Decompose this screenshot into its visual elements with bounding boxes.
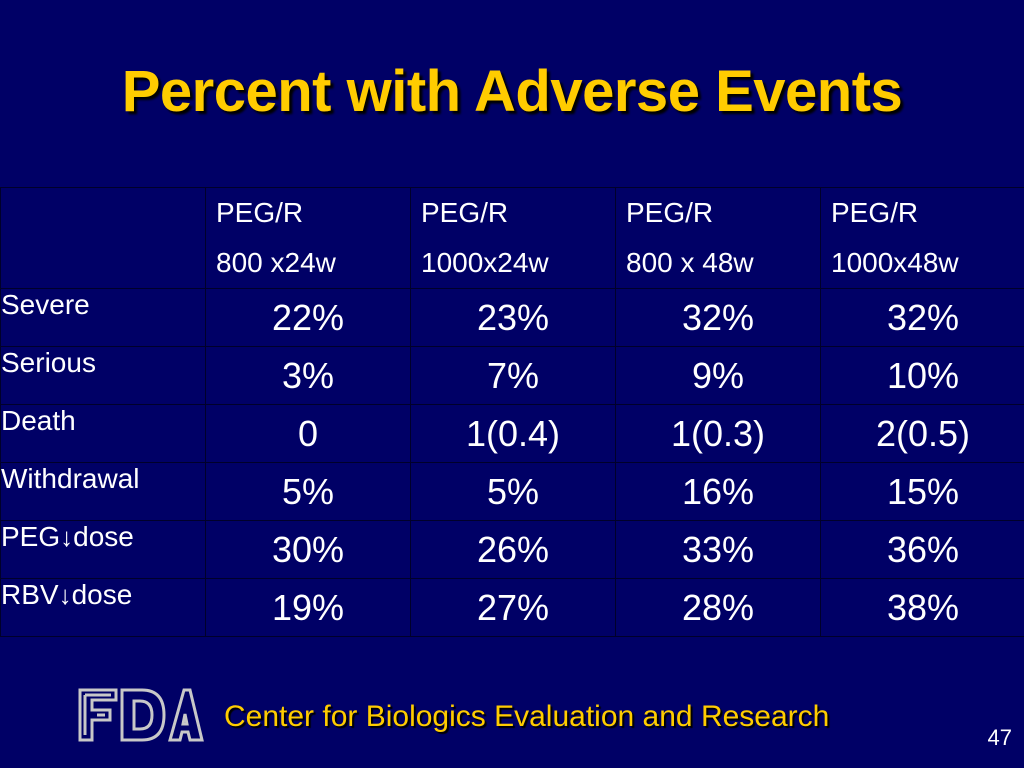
row-label: Severe	[0, 288, 206, 347]
row-label: Withdrawal	[0, 462, 206, 521]
table-cell: 22%	[205, 288, 411, 347]
column-header: PEG/R 1000x48w	[820, 187, 1024, 289]
table-cell: 2(0.5)	[820, 404, 1024, 463]
table-cell: 27%	[410, 578, 616, 637]
down-arrow-icon: ↓	[60, 522, 74, 552]
table-header-row: PEG/R 800 x24w PEG/R 1000x24w PEG/R 800 …	[0, 187, 1024, 289]
fda-logo	[76, 686, 204, 749]
table-cell: 32%	[820, 288, 1024, 347]
header-corner-cell	[0, 187, 206, 289]
table-cell: 28%	[615, 578, 821, 637]
slide-title: Percent with Adverse Events	[121, 59, 903, 124]
footer-text: Center for Biologics Evaluation and Rese…	[224, 700, 830, 733]
table-cell: 15%	[820, 462, 1024, 521]
table-cell: 0	[205, 404, 411, 463]
row-label: Death	[0, 404, 206, 463]
table-cell: 1(0.3)	[615, 404, 821, 463]
fda-logo-icon	[78, 688, 204, 742]
table-cell: 38%	[820, 578, 1024, 637]
row-label: RBV↓dose	[0, 578, 206, 637]
column-header: PEG/R 800 x24w	[205, 187, 411, 289]
table-cell: 26%	[410, 520, 616, 579]
table-cell: 7%	[410, 346, 616, 405]
table-cell: 30%	[205, 520, 411, 579]
table-row: Withdrawal 5% 5% 16% 15%	[0, 462, 1024, 521]
table-cell: 23%	[410, 288, 616, 347]
table-row: PEG↓dose 30% 26% 33% 36%	[0, 520, 1024, 579]
table-cell: 36%	[820, 520, 1024, 579]
row-label: PEG↓dose	[0, 520, 206, 579]
column-header: PEG/R 800 x 48w	[615, 187, 821, 289]
table-cell: 16%	[615, 462, 821, 521]
adverse-events-table: PEG/R 800 x24w PEG/R 1000x24w PEG/R 800 …	[0, 187, 1024, 637]
table-row: Serious 3% 7% 9% 10%	[0, 346, 1024, 405]
row-label: Serious	[0, 346, 206, 405]
table-cell: 9%	[615, 346, 821, 405]
column-header: PEG/R 1000x24w	[410, 187, 616, 289]
table-row: RBV↓dose 19% 27% 28% 38%	[0, 578, 1024, 637]
table-row: Death 0 1(0.4) 1(0.3) 2(0.5)	[0, 404, 1024, 463]
table-cell: 33%	[615, 520, 821, 579]
table-row: Severe 22% 23% 32% 32%	[0, 288, 1024, 347]
table-cell: 1(0.4)	[410, 404, 616, 463]
table-cell: 10%	[820, 346, 1024, 405]
table-cell: 5%	[205, 462, 411, 521]
table-cell: 19%	[205, 578, 411, 637]
table-cell: 3%	[205, 346, 411, 405]
table-cell: 32%	[615, 288, 821, 347]
page-number: 47	[987, 725, 1012, 750]
down-arrow-icon: ↓	[58, 580, 72, 610]
table-cell: 5%	[410, 462, 616, 521]
